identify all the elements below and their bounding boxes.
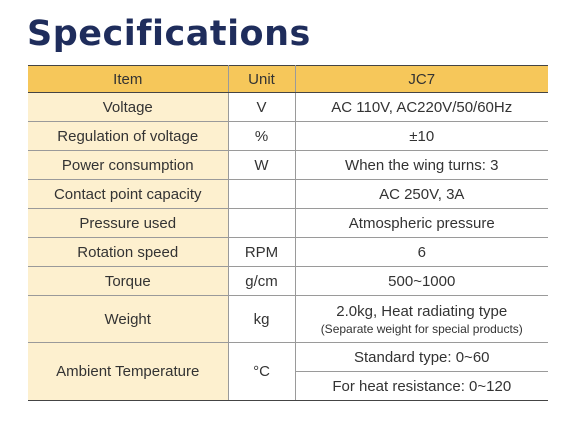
unit-cell: RPM [228, 237, 296, 267]
value-cell: When the wing turns: 3 [295, 150, 548, 180]
item-cell: Regulation of voltage [28, 121, 229, 151]
value-cell: 6 [295, 237, 548, 267]
table-row: Regulation of voltage % ±10 [28, 121, 548, 151]
table-row: Pressure used Atmospheric pressure [28, 208, 548, 238]
table-row: Contact point capacity AC 250V, 3A [28, 179, 548, 209]
item-cell: Voltage [28, 92, 229, 122]
unit-cell: % [228, 121, 296, 151]
unit-cell [228, 208, 296, 238]
value-cell: ±10 [295, 121, 548, 151]
value-cell: Standard type: 0~60 [295, 342, 548, 372]
unit-cell [228, 179, 296, 209]
table-row: For heat resistance: 0~120 [28, 371, 548, 401]
unit-cell: V [228, 92, 296, 122]
value-cell: AC 250V, 3A [295, 179, 548, 209]
table-row: Voltage V AC 110V, AC220V/50/60Hz [28, 92, 548, 122]
item-cell: Contact point capacity [28, 179, 229, 209]
unit-cell: °C [228, 342, 296, 401]
value-cell: AC 110V, AC220V/50/60Hz [295, 92, 548, 122]
header-model: JC7 [295, 65, 548, 93]
table-row: Power consumption W When the wing turns:… [28, 150, 548, 180]
table-header-row: Item Unit JC7 [28, 65, 548, 93]
value-cell: 2.0kg, Heat radiating type (Separate wei… [295, 295, 548, 343]
page-title: Specifications [27, 14, 311, 54]
header-unit: Unit [228, 65, 296, 93]
table-row: Ambient Temperature °C Standard type: 0~… [28, 342, 548, 401]
weight-value: 2.0kg, Heat radiating type [336, 302, 508, 320]
table-row: Weight kg 2.0kg, Heat radiating type (Se… [28, 295, 548, 343]
item-cell: Rotation speed [28, 237, 229, 267]
unit-cell: g/cm [228, 266, 296, 296]
value-cell: 500~1000 [295, 266, 548, 296]
weight-note: (Separate weight for special products) [320, 321, 523, 336]
unit-cell: W [228, 150, 296, 180]
table-row: Torque g/cm 500~1000 [28, 266, 548, 296]
value-cell: For heat resistance: 0~120 [295, 371, 548, 401]
item-cell: Pressure used [28, 208, 229, 238]
item-cell: Ambient Temperature [28, 342, 229, 401]
item-cell: Power consumption [28, 150, 229, 180]
specifications-table: Item Unit JC7 Voltage V AC 110V, AC220V/… [28, 65, 548, 401]
unit-cell: kg [228, 295, 296, 343]
header-item: Item [28, 65, 229, 93]
table-row: Rotation speed RPM 6 [28, 237, 548, 267]
value-cell: Atmospheric pressure [295, 208, 548, 238]
item-cell: Torque [28, 266, 229, 296]
item-cell: Weight [28, 295, 229, 343]
